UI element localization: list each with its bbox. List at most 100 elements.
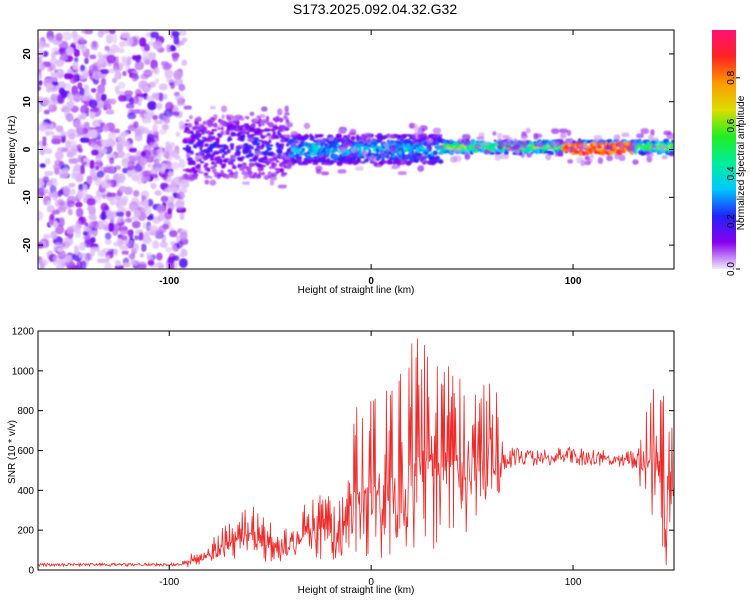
heatmap-cell (85, 239, 92, 245)
y-tick-label: 400 (17, 486, 34, 497)
heatmap-cell (252, 174, 262, 179)
heatmap-cell (209, 149, 213, 153)
heatmap-cell (179, 193, 185, 198)
heatmap-cell (114, 259, 121, 267)
heatmap-cell (190, 130, 194, 135)
heatmap-cell (168, 197, 176, 203)
y-tick-label: 0 (28, 566, 34, 577)
heatmap-cell (150, 59, 158, 70)
heatmap-cell (122, 70, 127, 77)
heatmap-cell (38, 85, 42, 91)
heatmap-cell (649, 152, 655, 158)
heatmap-cell (57, 190, 63, 197)
heatmap-cell (52, 135, 62, 140)
heatmap-cell (668, 151, 674, 157)
heatmap-cell (39, 122, 48, 128)
heatmap-cell (142, 126, 149, 134)
heatmap-cell (372, 149, 376, 152)
x-tick-label: 0 (368, 276, 374, 287)
heatmap-cell (285, 164, 292, 170)
heatmap-cell (127, 229, 134, 237)
heatmap-cell (173, 35, 180, 45)
heatmap-cell (76, 207, 84, 218)
heatmap-cell (178, 158, 186, 169)
heatmap-cell (438, 159, 444, 164)
heatmap-cell (249, 111, 255, 117)
heatmap-cell (338, 146, 345, 154)
heatmap-cell (128, 253, 136, 260)
heatmap-cell (567, 159, 574, 164)
heatmap-cell (89, 54, 97, 60)
heatmap-cell (620, 149, 626, 154)
heatmap-cell (493, 139, 497, 143)
heatmap-cell (418, 146, 425, 149)
heatmap-cell (628, 148, 636, 152)
heatmap-cell (132, 96, 139, 105)
heatmap-cell (121, 59, 132, 66)
heatmap-cell (385, 148, 392, 152)
spectrogram-x-axis-label: Height of straight line (km) (298, 285, 415, 296)
heatmap-cell (303, 135, 310, 138)
heatmap-cell (50, 58, 58, 65)
heatmap-cell (179, 212, 185, 221)
heatmap-cell (277, 108, 283, 116)
heatmap-cell (211, 168, 217, 173)
heatmap-cell (284, 105, 289, 113)
heatmap-cell (177, 101, 185, 106)
heatmap-cell (116, 150, 126, 158)
heatmap-cell (261, 143, 266, 148)
heatmap-cell (82, 231, 89, 236)
heatmap-cell (462, 139, 472, 146)
heatmap-cell (48, 191, 54, 198)
heatmap-cell (360, 161, 366, 164)
y-tick-label: 20 (22, 48, 33, 60)
heatmap-cell (172, 31, 180, 37)
heatmap-cell (237, 163, 243, 169)
spectrogram-cells (38, 30, 674, 269)
heatmap-cell (594, 138, 599, 146)
heatmap-cell (525, 127, 531, 134)
heatmap-cell (75, 227, 80, 234)
heatmap-cell (81, 30, 86, 34)
heatmap-cell (43, 109, 50, 115)
heatmap-cell (209, 179, 217, 186)
heatmap-cell (38, 210, 44, 221)
heatmap-cell (408, 122, 415, 129)
heatmap-cell (412, 132, 422, 140)
heatmap-cell (100, 77, 106, 87)
heatmap-cell (671, 139, 674, 144)
heatmap-cell (84, 30, 93, 35)
heatmap-cell (39, 163, 46, 168)
heatmap-cell (496, 138, 504, 146)
heatmap-cell (193, 165, 202, 173)
heatmap-cell (38, 187, 44, 198)
heatmap-cell (396, 160, 401, 167)
heatmap-cell (53, 220, 58, 229)
heatmap-cell (270, 128, 276, 132)
heatmap-cell (432, 150, 438, 156)
heatmap-cell (316, 137, 325, 142)
heatmap-cell (494, 153, 501, 161)
heatmap-cell (646, 145, 651, 151)
heatmap-cell (221, 114, 225, 119)
heatmap-cell (90, 143, 98, 148)
heatmap-cell (83, 184, 88, 191)
heatmap-cell (98, 220, 109, 228)
heatmap-cell (499, 154, 509, 160)
heatmap-cell (476, 136, 485, 140)
heatmap-cell (128, 147, 137, 153)
heatmap-cell (38, 57, 43, 68)
heatmap-cell (183, 105, 192, 110)
heatmap-cell (92, 41, 97, 48)
heatmap-cell (213, 173, 221, 178)
heatmap-cell (81, 104, 88, 112)
heatmap-cell (181, 37, 188, 43)
heatmap-cell (491, 151, 495, 155)
heatmap-cell (290, 143, 297, 149)
heatmap-cell (38, 103, 43, 113)
heatmap-cell (238, 144, 246, 149)
heatmap-cell (199, 161, 205, 164)
heatmap-cell (175, 94, 185, 102)
heatmap-cell (135, 55, 141, 63)
heatmap-cell (138, 231, 144, 241)
